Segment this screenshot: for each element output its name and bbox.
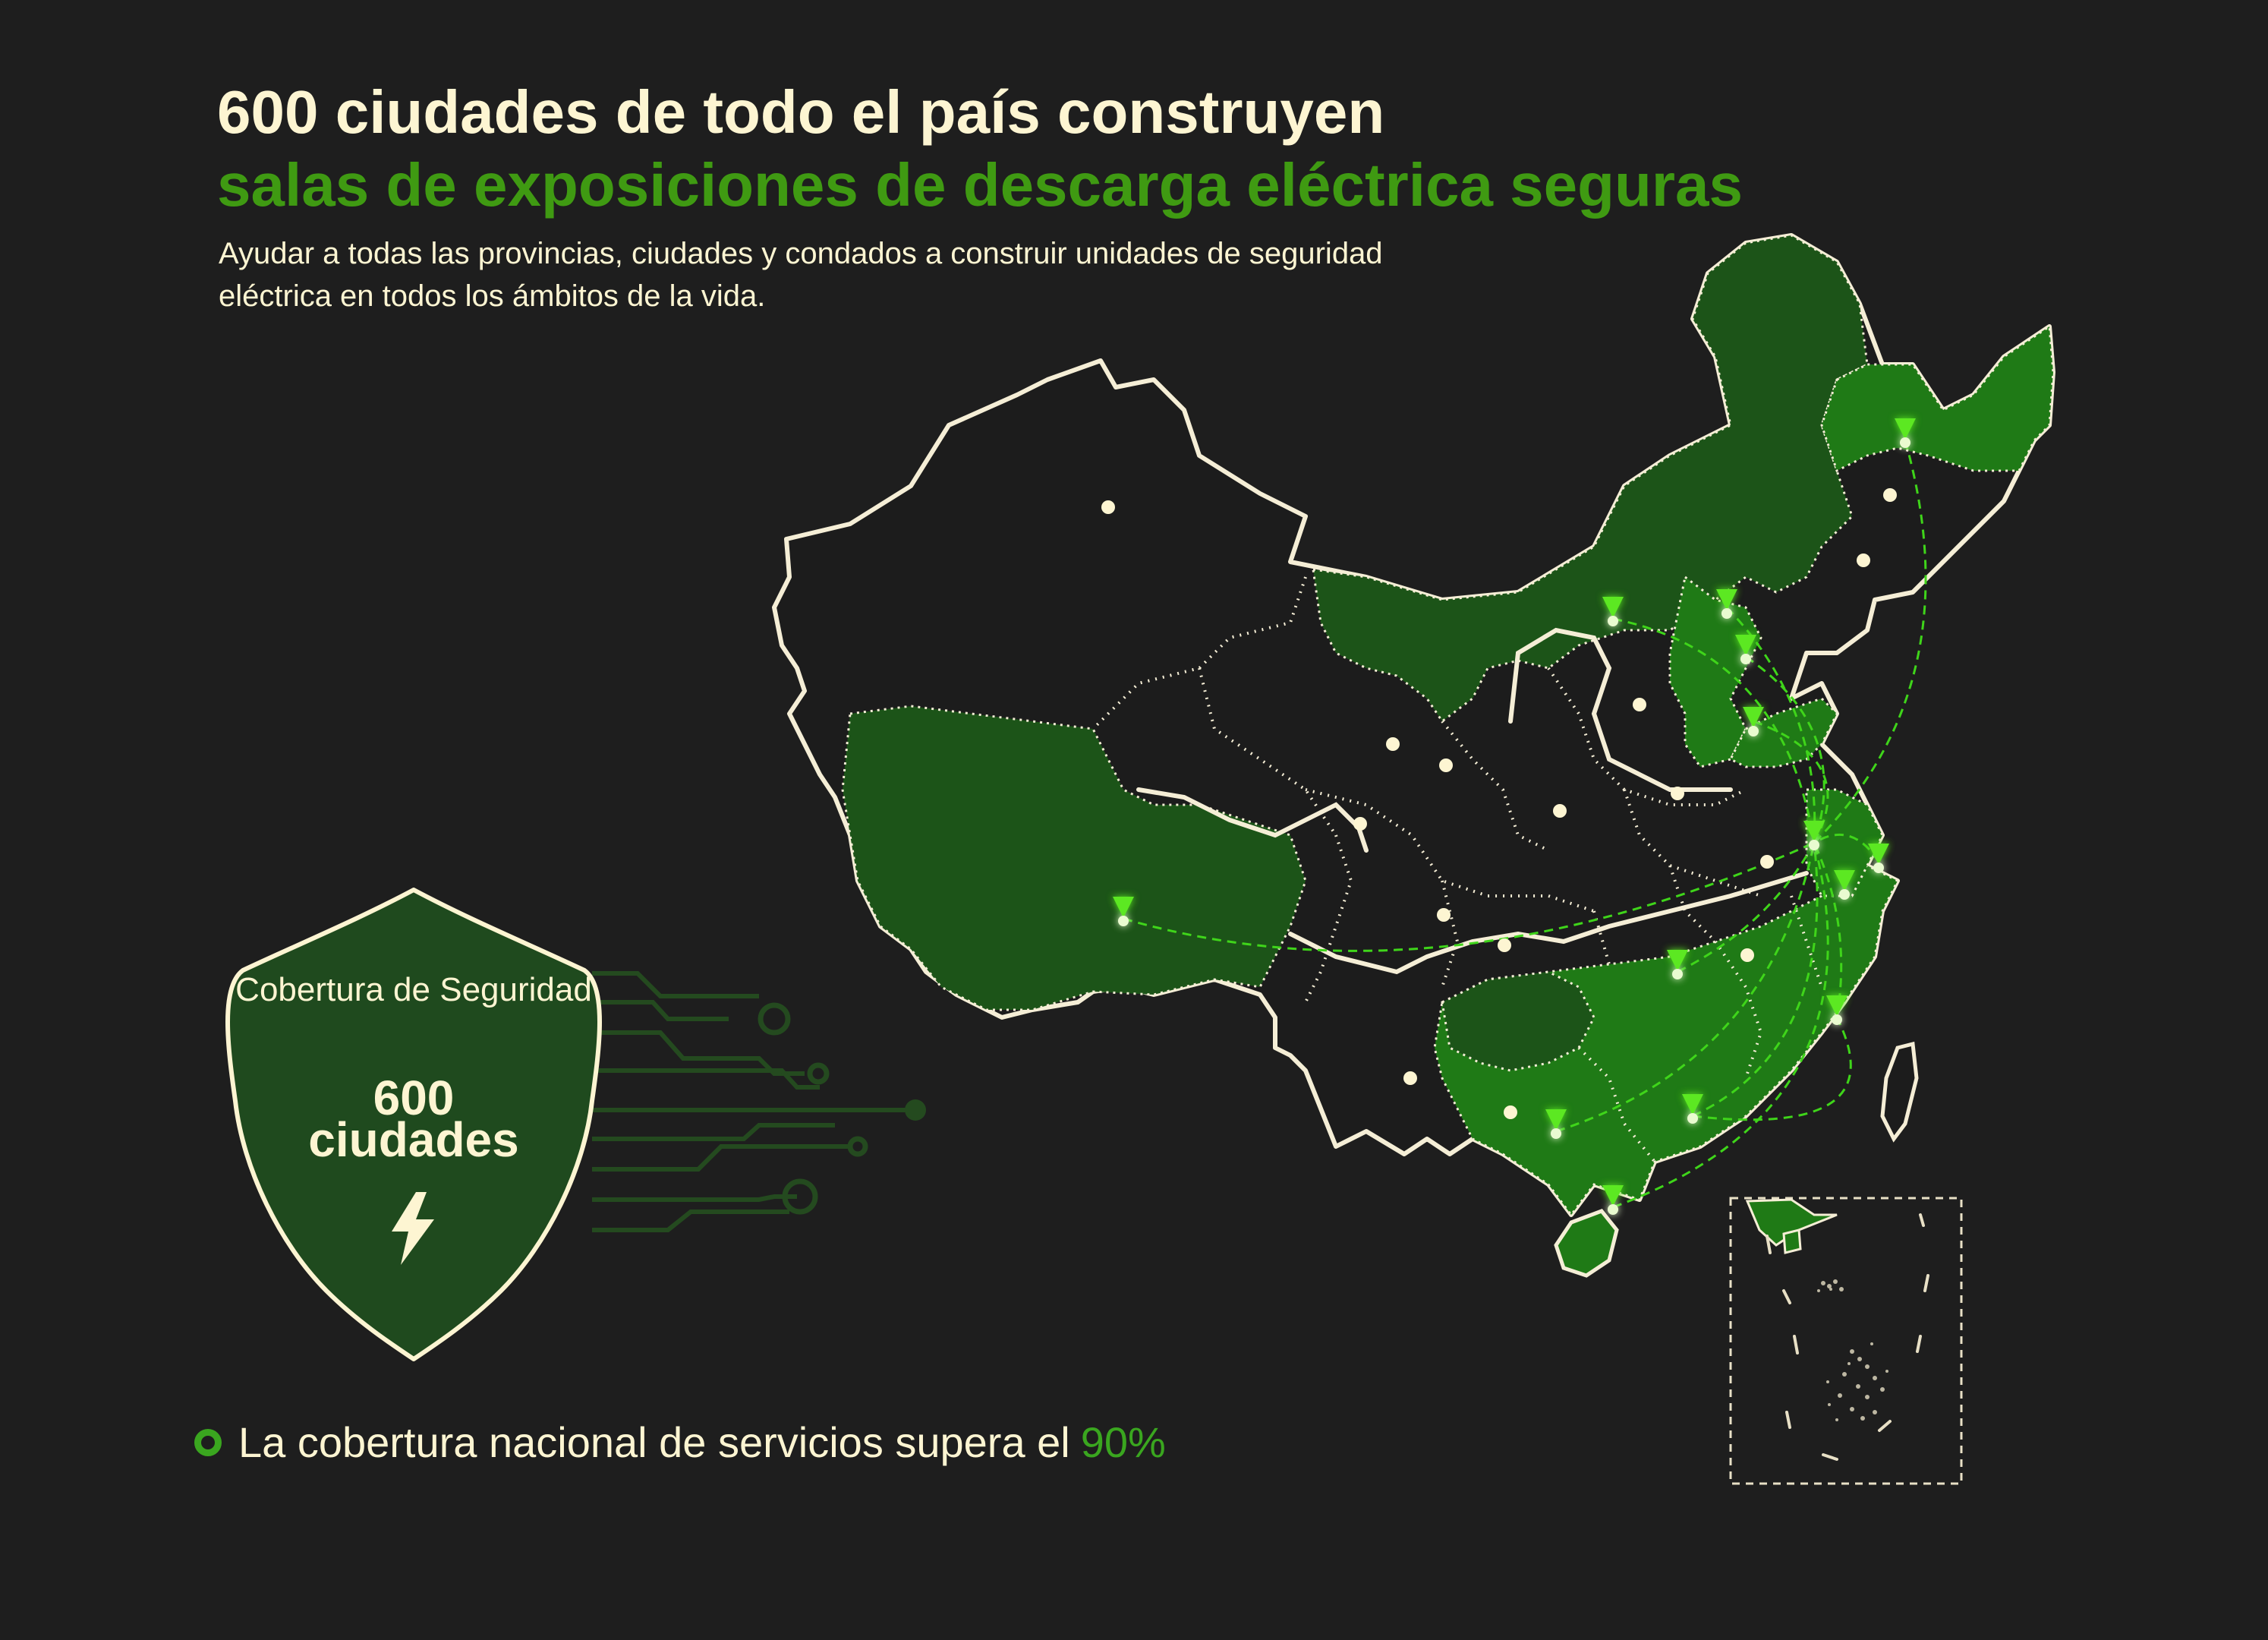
circuit-nodes — [758, 1002, 868, 1215]
ring-icon — [194, 1429, 222, 1456]
pin-marker — [1602, 1185, 1624, 1215]
region-taiwan — [1880, 1041, 1919, 1143]
subtitle: Ayudar a todas las provincias, ciudades … — [219, 237, 1383, 313]
badge-unit: ciudades — [308, 1112, 519, 1167]
region-hainan — [1554, 1209, 1619, 1278]
coverage-text: La cobertura nacional de servicios super… — [238, 1418, 1070, 1466]
region-north — [1312, 234, 1869, 724]
title-line-1: 600 ciudades de todo el país construyen — [217, 78, 1385, 146]
circuit-node-solid — [905, 1099, 926, 1121]
city-dots — [1101, 488, 1897, 1119]
badge-label: Cobertura de Seguridad — [235, 971, 592, 1008]
circuit-lines — [592, 971, 911, 1232]
region-south — [1433, 864, 1900, 1217]
lightning-icon — [392, 1192, 434, 1265]
title-line-2: salas de exposiciones de descarga eléctr… — [217, 151, 1743, 219]
province-borders — [1091, 576, 1823, 1163]
region-hebei — [1668, 575, 1762, 768]
coverage-percent: 90% — [1080, 1418, 1166, 1466]
region-heilongjiang — [1820, 324, 2055, 473]
region-shandong — [1728, 697, 1838, 768]
title-block: 600 ciudades de todo el país construyen … — [217, 76, 1743, 222]
shield-badge — [225, 888, 602, 1361]
badge-number: 600 — [373, 1071, 455, 1125]
south-sea-inset — [1729, 1197, 1963, 1485]
coverage-footer: La cobertura nacional de servicios super… — [194, 1418, 1166, 1467]
region-jiangsu — [1805, 788, 1884, 897]
